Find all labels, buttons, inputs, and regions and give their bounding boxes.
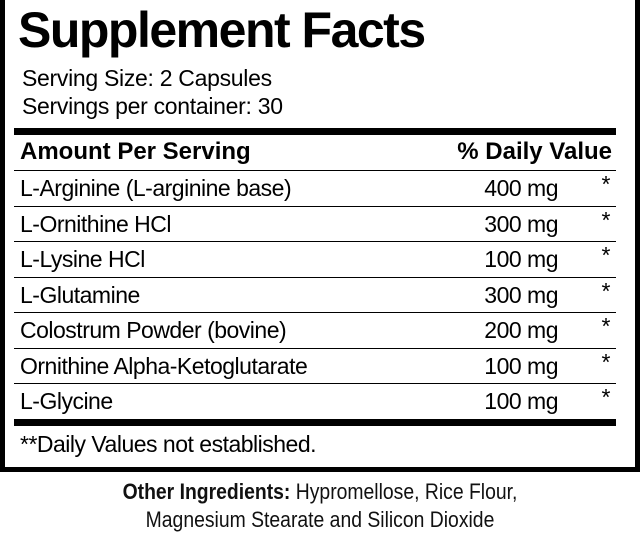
ingredient-amount: 100 mg: [484, 246, 558, 272]
other-ingredients-label: Other Ingredients:: [122, 479, 291, 504]
panel-title: Supplement Facts: [18, 2, 426, 58]
table-row: L-Ornithine HCl 300 mg *: [14, 205, 616, 241]
ingredient-amount: 200 mg: [484, 317, 558, 343]
table-row: L-Glycine 100 mg *: [14, 383, 616, 418]
table-row: L-Arginine (L-arginine base) 400 mg *: [14, 170, 616, 205]
ingredient-name: Colostrum Powder (bovine): [20, 317, 287, 343]
ingredient-name: L-Lysine HCl: [20, 246, 145, 272]
table-header: Amount Per Serving % Daily Value: [20, 136, 612, 168]
ingredient-amount: 100 mg: [484, 388, 558, 414]
footnote: **Daily Values not established.: [20, 431, 317, 457]
servings-per-container: Servings per container: 30: [22, 93, 283, 119]
thick-divider: [14, 419, 616, 426]
daily-value: *: [601, 206, 611, 233]
ingredient-amount: 400 mg: [484, 175, 558, 201]
ingredient-name: L-Glutamine: [20, 281, 140, 308]
dv-header: % Daily Value: [457, 138, 612, 165]
ingredient-name: L-Arginine (L-arginine base): [20, 175, 292, 201]
ingredient-amount: 300 mg: [484, 281, 558, 308]
daily-value: *: [601, 348, 611, 375]
daily-value: *: [601, 277, 611, 304]
other-ingredients-line2: Magnesium Stearate and Silicon Dioxide: [145, 507, 495, 532]
table-row: L-Glutamine 300 mg *: [14, 276, 616, 312]
ingredient-amount: 100 mg: [484, 352, 558, 379]
supplement-facts-panel: [0, 0, 640, 472]
table-row: L-Lysine HCl 100 mg *: [14, 241, 616, 276]
daily-value: *: [601, 171, 611, 197]
other-ingredients-line1: Hypromellose, Rice Flour,: [290, 479, 518, 504]
amount-header: Amount Per Serving: [20, 138, 251, 165]
thick-divider: [14, 128, 616, 135]
table-row: Colostrum Powder (bovine) 200 mg *: [14, 312, 616, 347]
daily-value: *: [601, 313, 611, 339]
ingredient-name: Ornithine Alpha-Ketoglutarate: [20, 352, 308, 379]
serving-size: Serving Size: 2 Capsules: [22, 65, 272, 91]
daily-value: *: [601, 384, 611, 410]
other-ingredients: Other Ingredients: Hypromellose, Rice Fl…: [38, 478, 601, 534]
ingredient-name: L-Ornithine HCl: [20, 210, 172, 237]
table-row: Ornithine Alpha-Ketoglutarate 100 mg *: [14, 347, 616, 383]
ingredient-amount: 300 mg: [484, 210, 558, 237]
daily-value: *: [601, 242, 611, 268]
ingredient-name: L-Glycine: [20, 388, 113, 414]
